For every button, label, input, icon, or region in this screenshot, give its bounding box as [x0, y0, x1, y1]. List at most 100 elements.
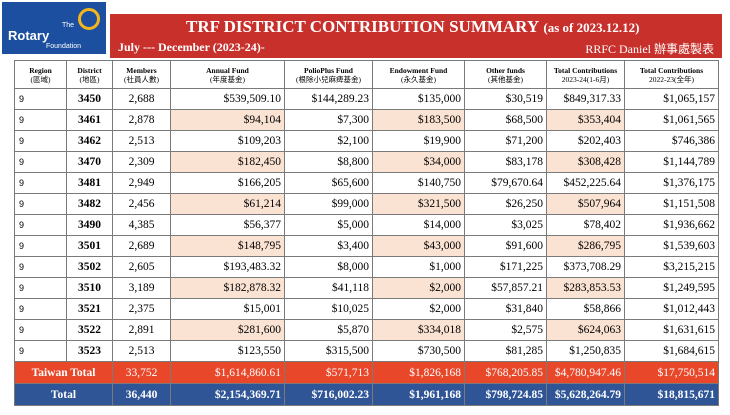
cell: $1,376,175	[624, 172, 719, 194]
cell: $183,500	[372, 109, 465, 131]
column-name: Other funds	[486, 65, 525, 75]
cell: $2,154,369.71	[170, 383, 285, 406]
cell: $182,450	[170, 151, 285, 173]
logo-wheel	[78, 8, 100, 30]
cell: $18,815,671	[624, 383, 719, 406]
cell: 3481	[66, 172, 113, 194]
cell: 9	[14, 88, 67, 110]
cell: $798,724.85	[464, 383, 547, 406]
column-header: PolioPlus Fund (根除小兒麻痺基金)	[284, 60, 373, 89]
logo: The Rotary Foundation	[2, 2, 106, 54]
cell: $58,866	[546, 298, 625, 320]
cell: $34,000	[372, 151, 465, 173]
logo-name: Rotary	[8, 28, 50, 43]
cell: $182,878.32	[170, 277, 285, 299]
column-name: Total Contributions	[639, 65, 704, 75]
cell: $81,285	[464, 340, 547, 362]
column-sub: (區域)	[30, 74, 51, 84]
data-row: 9 3510 3,189 $182,878.32 $41,118 $2,000 $57,85…	[14, 277, 719, 299]
cell: 2,513	[112, 130, 171, 152]
data-row: 9 3450 2,688 $539,509.10 $144,289.23 $135,000…	[14, 88, 719, 110]
column-header: Total Contributions 2022-23(全年)	[624, 60, 719, 89]
cell: $41,118	[284, 277, 373, 299]
column-sub: (地區)	[79, 74, 100, 84]
data-row: 9 3482 2,456 $61,214 $99,000 $321,500 $26,250 $…	[14, 193, 719, 215]
cell: 9	[14, 235, 67, 257]
cell: $353,404	[546, 109, 625, 131]
data-row: 9 3481 2,949 $166,205 $65,600 $140,750 $79,670…	[14, 172, 719, 194]
cell: 9	[14, 256, 67, 278]
cell: 9	[14, 130, 67, 152]
cell: 2,878	[112, 109, 171, 131]
cell: $8,000	[284, 256, 373, 278]
title: TRF DISTRICT CONTRIBUTION SUMMARY (as of…	[186, 17, 639, 37]
cell: $91,600	[464, 235, 547, 257]
cell: 3521	[66, 298, 113, 320]
cell: $1,539,603	[624, 235, 719, 257]
cell: $1,614,860.61	[170, 361, 285, 384]
column-sub: (根除小兒麻痺基金)	[296, 74, 361, 84]
cell: $1,061,565	[624, 109, 719, 131]
cell: $334,018	[372, 319, 465, 341]
data-row: 9 3521 2,375 $15,001 $10,025 $2,000 $31,840 $58…	[14, 298, 719, 320]
cell: $94,104	[170, 109, 285, 131]
cell: $10,025	[284, 298, 373, 320]
cell: 3450	[66, 88, 113, 110]
cell: 2,605	[112, 256, 171, 278]
cell: $43,000	[372, 235, 465, 257]
cell: $730,500	[372, 340, 465, 362]
cell: 3490	[66, 214, 113, 236]
cell: $539,509.10	[170, 88, 285, 110]
column-header: Other funds (其他基金)	[464, 60, 547, 89]
cell: $507,964	[546, 193, 625, 215]
cell: 3510	[66, 277, 113, 299]
cell: $30,519	[464, 88, 547, 110]
cell: 9	[14, 340, 67, 362]
cell: $2,575	[464, 319, 547, 341]
cell: $56,377	[170, 214, 285, 236]
column-header: District (地區)	[66, 60, 113, 89]
cell: $5,870	[284, 319, 373, 341]
cell: 3461	[66, 109, 113, 131]
cell: $79,670.64	[464, 172, 547, 194]
cell: $1,684,615	[624, 340, 719, 362]
cell: $3,215,215	[624, 256, 719, 278]
cell: $3,400	[284, 235, 373, 257]
column-sub: (永久基金)	[401, 74, 436, 84]
cell: $716,002.23	[284, 383, 373, 406]
logo-text: The	[62, 22, 75, 29]
column-name: PolioPlus Fund	[304, 65, 353, 75]
cell: 9	[14, 277, 67, 299]
logo-text: Foundation	[46, 43, 82, 50]
data-row: 9 3522 2,891 $281,600 $5,870 $334,018 $2,575 $6…	[14, 319, 719, 341]
cell: $68,500	[464, 109, 547, 131]
cell: $308,428	[546, 151, 625, 173]
cell: $746,386	[624, 130, 719, 152]
column-sub: 2022-23(全年)	[649, 74, 694, 84]
period: July --- December (2023-24)-	[118, 40, 265, 54]
cell: $1,249,595	[624, 277, 719, 299]
cell: $1,144,789	[624, 151, 719, 173]
cell: $1,151,508	[624, 193, 719, 215]
cell: $2,100	[284, 130, 373, 152]
cell: 9	[14, 109, 67, 131]
cell: Taiwan Total	[14, 361, 113, 384]
cell: $148,795	[170, 235, 285, 257]
cell: $83,178	[464, 151, 547, 173]
cell: $768,205.85	[464, 361, 547, 384]
column-name: District	[77, 65, 102, 75]
column-name: Members	[126, 65, 157, 75]
cell: $166,205	[170, 172, 285, 194]
column-header: Endowment Fund (永久基金)	[372, 60, 465, 89]
title-text: TRF DISTRICT CONTRIBUTION SUMMARY	[186, 17, 540, 36]
table-body: 9 3450 2,688 $539,509.10 $144,289.23 $135,000…	[14, 88, 719, 406]
cell: $452,225.64	[546, 172, 625, 194]
cell: 2,513	[112, 340, 171, 362]
column-sub: (其他基金)	[488, 74, 523, 84]
data-row: 9 3470 2,309 $182,450 $8,800 $34,000 $83,178 $3…	[14, 151, 719, 173]
cell: $171,225	[464, 256, 547, 278]
cell: 9	[14, 319, 67, 341]
contribution-table: Region (區域) District (地區) Members (社員人數) Annua…	[14, 60, 719, 406]
cell: $4,780,947.46	[546, 361, 625, 384]
